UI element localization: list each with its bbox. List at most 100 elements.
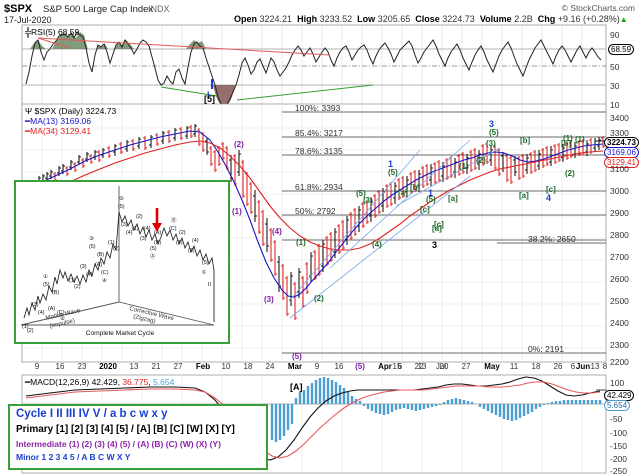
macd-legend: ━MACD(12,26,9) 42.429, 36.775, 5.654 <box>25 377 175 387</box>
svg-text:(3): (3) <box>32 302 39 308</box>
inset-caption: Complete Market Cycle <box>86 330 155 337</box>
wave-label-minor-1c: 1 <box>428 188 434 198</box>
quote-date: 17-Jul-2020 <box>4 15 52 25</box>
xtick-9: 18 <box>243 362 253 371</box>
wave-label-minor-1a: (1) <box>296 238 306 247</box>
svg-text:(5): (5) <box>202 260 209 266</box>
svg-text:(A): (A) <box>48 306 55 312</box>
svg-text:(3): (3) <box>121 222 128 228</box>
volume-value: 2.2B <box>514 14 533 24</box>
symbol-exchange: INDX <box>148 4 170 14</box>
macd-swatch-icon: ━ <box>25 377 31 387</box>
ma34-value-box: 3129.41 <box>604 157 639 168</box>
wave-label-minor-1e: (1) <box>563 134 573 143</box>
inset-svg: (1)(2) (3)(4) ①(5) (B)(A)(C) ② (1)(2) (3… <box>16 182 224 338</box>
wave-label-minor-3z: 3 <box>489 119 495 129</box>
xtick-21: 18 <box>531 362 541 371</box>
symbol-ticker: $SPX <box>4 3 33 15</box>
xtick-10: 24 <box>265 362 275 371</box>
wave-label-minor-5a: (5) <box>388 168 398 177</box>
xtick-23: Jun <box>575 362 591 371</box>
svg-text:(4): (4) <box>38 310 45 316</box>
rsi-value-box: 68.59 <box>608 44 635 55</box>
xtick-1: 16 <box>55 362 65 371</box>
macd-signal-line <box>25 381 601 459</box>
xtick-2: 23 <box>77 362 87 371</box>
macd-axis-n250: -250 <box>610 466 628 476</box>
fibonacci-levels <box>282 111 606 354</box>
svg-text:(A): (A) <box>154 230 161 236</box>
svg-text:⑤: ⑤ <box>119 196 124 202</box>
svg-text:(2): (2) <box>136 214 143 220</box>
ma13-legend: ━MA(13) 3169.06 <box>25 116 91 127</box>
xtick-8: 10 <box>221 362 231 371</box>
svg-text:①: ① <box>43 274 48 280</box>
wave-label-minor-5c: (5) <box>426 195 436 204</box>
wave-label-minor-3d: (3) <box>486 139 496 148</box>
xtick-purple: (5) <box>355 362 365 371</box>
xtick-0: 9 <box>34 362 40 371</box>
macd-signal-value-box: 5.654 <box>604 400 631 411</box>
xtick-4: 13 <box>129 362 139 371</box>
svg-text:(5): (5) <box>43 282 50 288</box>
xtick-6: 27 <box>173 362 183 371</box>
macd-axis-n50: -50 <box>610 414 623 424</box>
wave-label-primary-2: 3 <box>432 240 438 250</box>
svg-text:(4): (4) <box>144 226 151 232</box>
legend-minor-row: Minor 1 2 3 4 5 / A B C W X Y <box>16 452 131 462</box>
fib-label-38-2: 38.2%: 2650 <box>528 234 576 244</box>
wave-label-int-1: (1) <box>232 207 242 216</box>
svg-text:(3): (3) <box>140 236 147 242</box>
change-label: Chg <box>537 14 556 24</box>
macd-histogram <box>270 377 602 442</box>
svg-text:(5): (5) <box>89 244 96 250</box>
wave-label-minor-2d: (2) <box>476 156 486 165</box>
wave-label-int-5: (5) <box>292 352 302 361</box>
rsi-legend: ╬RSI(5) 68.59 <box>25 27 79 37</box>
price-axis-2900: 2900 <box>610 208 629 218</box>
svg-text:(4): (4) <box>86 272 93 278</box>
xtick-18: 27 <box>461 362 471 371</box>
xtick-14: Apr <box>378 362 392 371</box>
svg-text:(C): (C) <box>101 270 109 276</box>
svg-text:(5): (5) <box>118 204 125 210</box>
macd-value-3: 5.654 <box>153 377 175 387</box>
macd-axis-100: 100 <box>610 378 625 388</box>
wave-label-primary-A: [A] <box>290 382 303 392</box>
low-value: 3205.65 <box>377 14 411 24</box>
price-axis-2700: 2700 <box>610 252 629 262</box>
wave-label-minor-3a: (3) <box>363 196 373 205</box>
wave-label-minor-5b: (5) <box>356 189 366 198</box>
fib-label-0: 0%: 2191 <box>528 344 564 354</box>
fib-label-78-6: 78.6%: 3135 <box>295 146 343 156</box>
svg-text:(4): (4) <box>192 238 199 244</box>
wave-label-minor-a4: [a] <box>519 191 529 200</box>
fib-label-61-8: 61.8%: 2934 <box>295 182 343 192</box>
xtick-5: 21 <box>151 362 161 371</box>
xtick-22: 26 <box>553 362 563 371</box>
legend-primary-row: Primary [1] [2] [3] [4] [5] / [A] [B] [C… <box>16 424 235 435</box>
price-cursor-icon: Ψ <box>25 106 33 116</box>
price-axis-3300: 3300 <box>610 128 629 138</box>
low-label: Low <box>357 14 376 24</box>
xtick-16: 13 <box>417 362 427 371</box>
ma34-legend: ━MA(34) 3129.41 <box>25 126 91 137</box>
svg-text:(3): (3) <box>188 248 195 254</box>
price-legend-symbol-text: $SPX (Daily) 3224.73 <box>34 106 117 116</box>
svg-text:(A): (A) <box>95 262 102 268</box>
rsi-axis-10: 10 <box>610 100 620 110</box>
high-value: 3233.52 <box>319 14 353 24</box>
price-axis-3100: 3100 <box>610 164 629 174</box>
up-triangle-icon: ▲ <box>619 15 628 24</box>
price-axis-2800: 2800 <box>610 230 629 240</box>
svg-text:(C): (C) <box>57 310 65 316</box>
macd-axis-n100: -100 <box>610 428 628 438</box>
price-axis-2300: 2300 <box>610 340 629 350</box>
ma34-legend-text: MA(34) 3129.41 <box>30 126 92 136</box>
close-label: Close <box>415 14 440 24</box>
wave-label-minor-2e: (2) <box>565 169 575 178</box>
wave-label-minor-5d: (5) <box>489 128 499 137</box>
xtick-7: Feb <box>195 362 211 371</box>
svg-text:(1): (1) <box>108 240 115 246</box>
